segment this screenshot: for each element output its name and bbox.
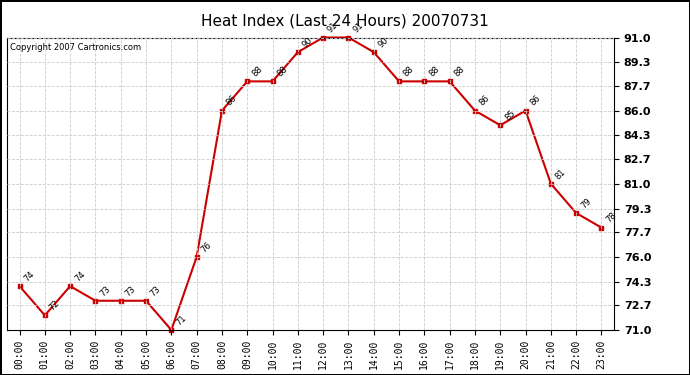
Text: 88: 88 [402,64,416,79]
Text: 81: 81 [553,167,567,181]
Text: 88: 88 [427,64,441,79]
Text: 90: 90 [301,36,315,50]
Text: 78: 78 [604,211,618,225]
Text: 71: 71 [174,314,188,327]
Text: 86: 86 [225,94,239,108]
Text: 73: 73 [98,284,112,298]
Text: 72: 72 [48,299,61,313]
Text: 85: 85 [503,109,517,123]
Text: Copyright 2007 Cartronics.com: Copyright 2007 Cartronics.com [10,44,141,52]
Text: 73: 73 [149,284,163,298]
Text: 74: 74 [73,270,87,284]
Text: 91: 91 [326,21,339,35]
Text: 76: 76 [199,240,213,254]
Text: 88: 88 [250,64,264,79]
Text: 79: 79 [579,196,593,210]
Text: 91: 91 [351,21,365,35]
Text: 86: 86 [529,94,542,108]
Text: 73: 73 [124,284,137,298]
Text: 74: 74 [22,270,36,284]
Text: Heat Index (Last 24 Hours) 20070731: Heat Index (Last 24 Hours) 20070731 [201,13,489,28]
Text: 86: 86 [477,94,492,108]
Text: 88: 88 [275,64,289,79]
Text: 90: 90 [377,36,391,50]
Text: 88: 88 [453,64,466,79]
